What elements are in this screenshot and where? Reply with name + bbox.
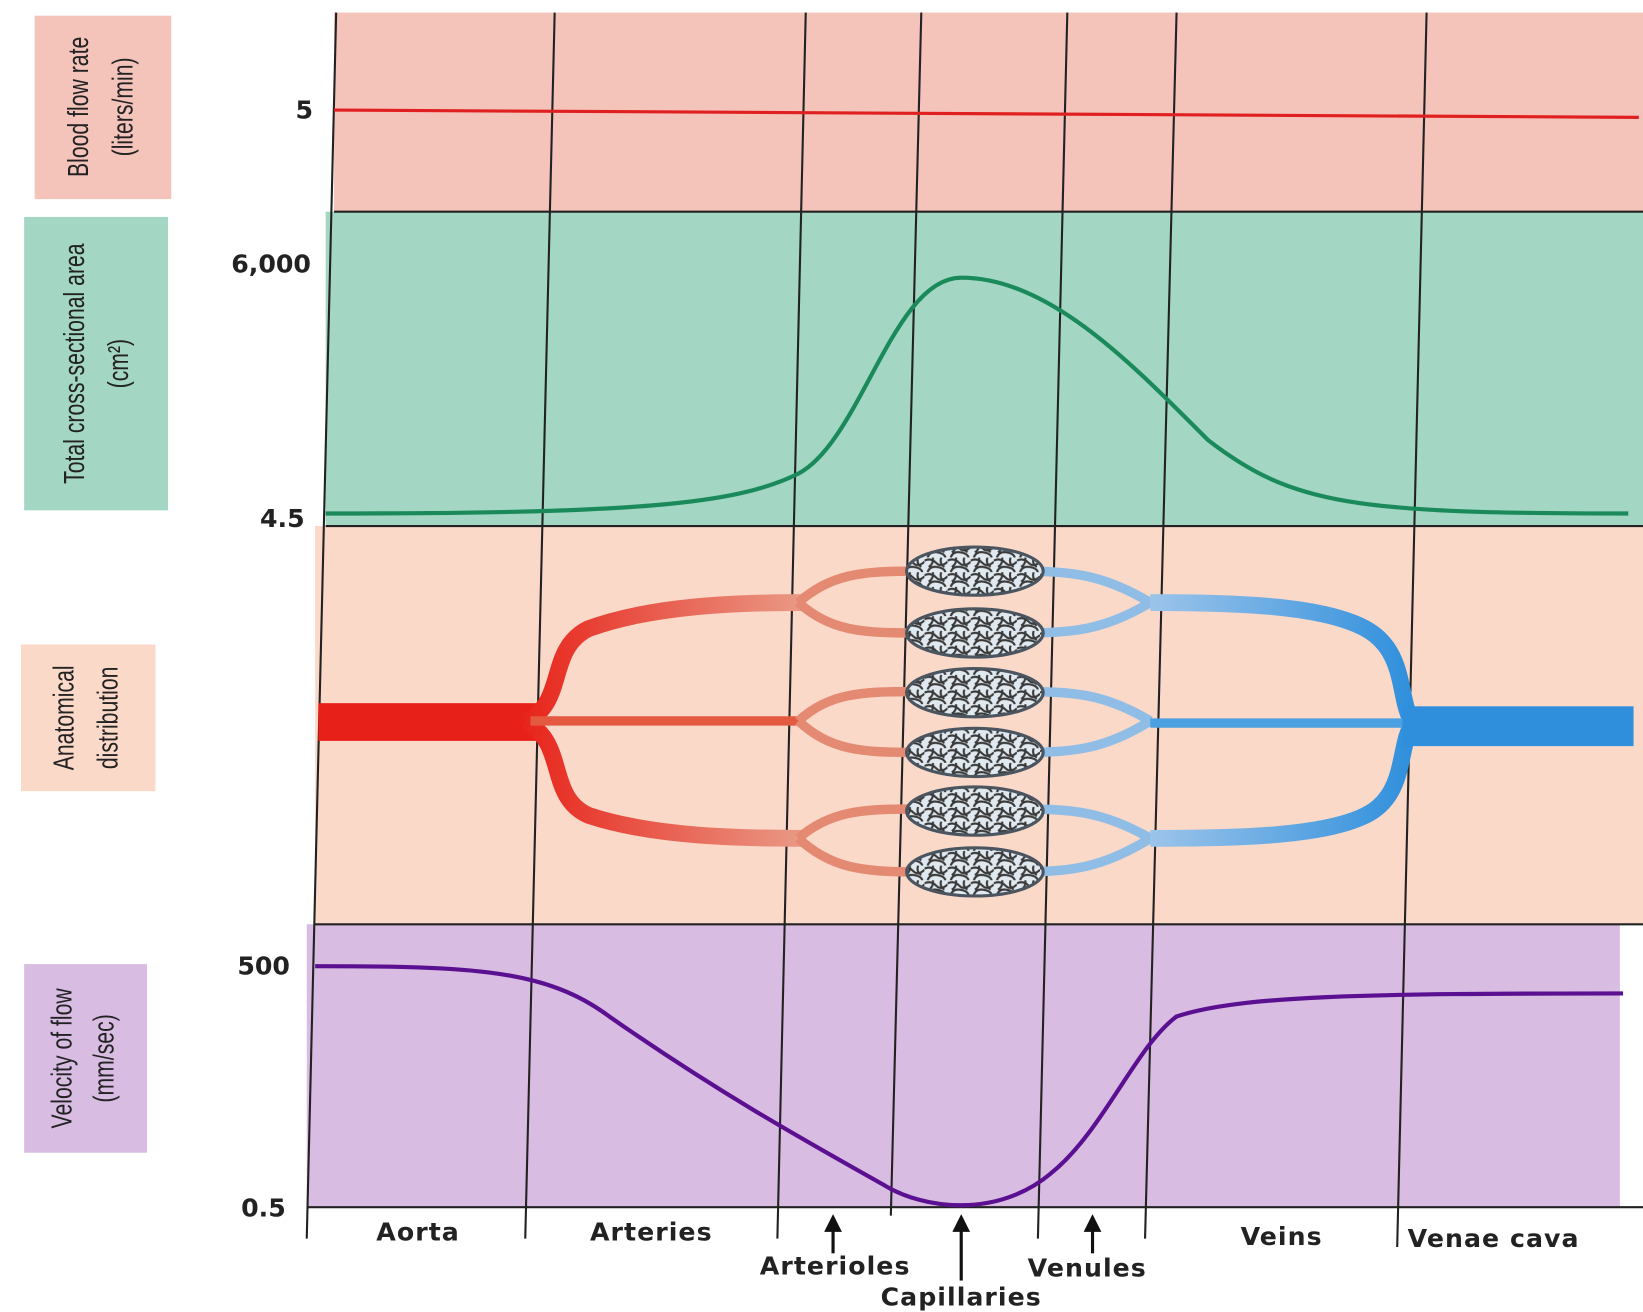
panel-label: Total cross-sectional area bbox=[59, 243, 91, 484]
vessel-label: Veins bbox=[1241, 1222, 1323, 1251]
vessel-label: Aorta bbox=[376, 1218, 460, 1247]
panel-label: Blood flow rate bbox=[63, 37, 95, 177]
label-box bbox=[21, 644, 155, 791]
vessel-label: Arterioles bbox=[760, 1251, 911, 1280]
page: {"panels": [ {"label": "Blood flow rate"… bbox=[0, 0, 1643, 1312]
vessel-label: Venules bbox=[1028, 1253, 1147, 1282]
tick-label: 5 bbox=[296, 95, 314, 124]
tick-label: 4.5 bbox=[260, 504, 305, 533]
panel-unit: (mm/sec) bbox=[89, 1014, 121, 1102]
tick-label: 6,000 bbox=[231, 249, 311, 278]
panel-label: Anatomical bbox=[49, 665, 81, 770]
area-panel bbox=[326, 212, 1643, 526]
tick-label: 500 bbox=[237, 952, 290, 981]
label-box bbox=[24, 217, 168, 510]
panel-unit: (liters/min) bbox=[107, 57, 139, 156]
vessel-label: Venae cava bbox=[1408, 1224, 1580, 1253]
panel-unit: (cm²) bbox=[103, 339, 135, 388]
label-box bbox=[24, 964, 147, 1153]
figure: Blood flow rate (liters/min) Total cross… bbox=[0, 0, 1643, 1312]
panel-label: Velocity of flow bbox=[47, 987, 79, 1128]
vessel-label: Arteries bbox=[590, 1218, 713, 1247]
tick-label: 0.5 bbox=[241, 1194, 286, 1223]
vessel-label: Capillaries bbox=[881, 1283, 1042, 1312]
panel-unit: distribution bbox=[93, 667, 125, 770]
velocity-panel bbox=[307, 924, 1620, 1207]
label-box bbox=[35, 16, 172, 199]
